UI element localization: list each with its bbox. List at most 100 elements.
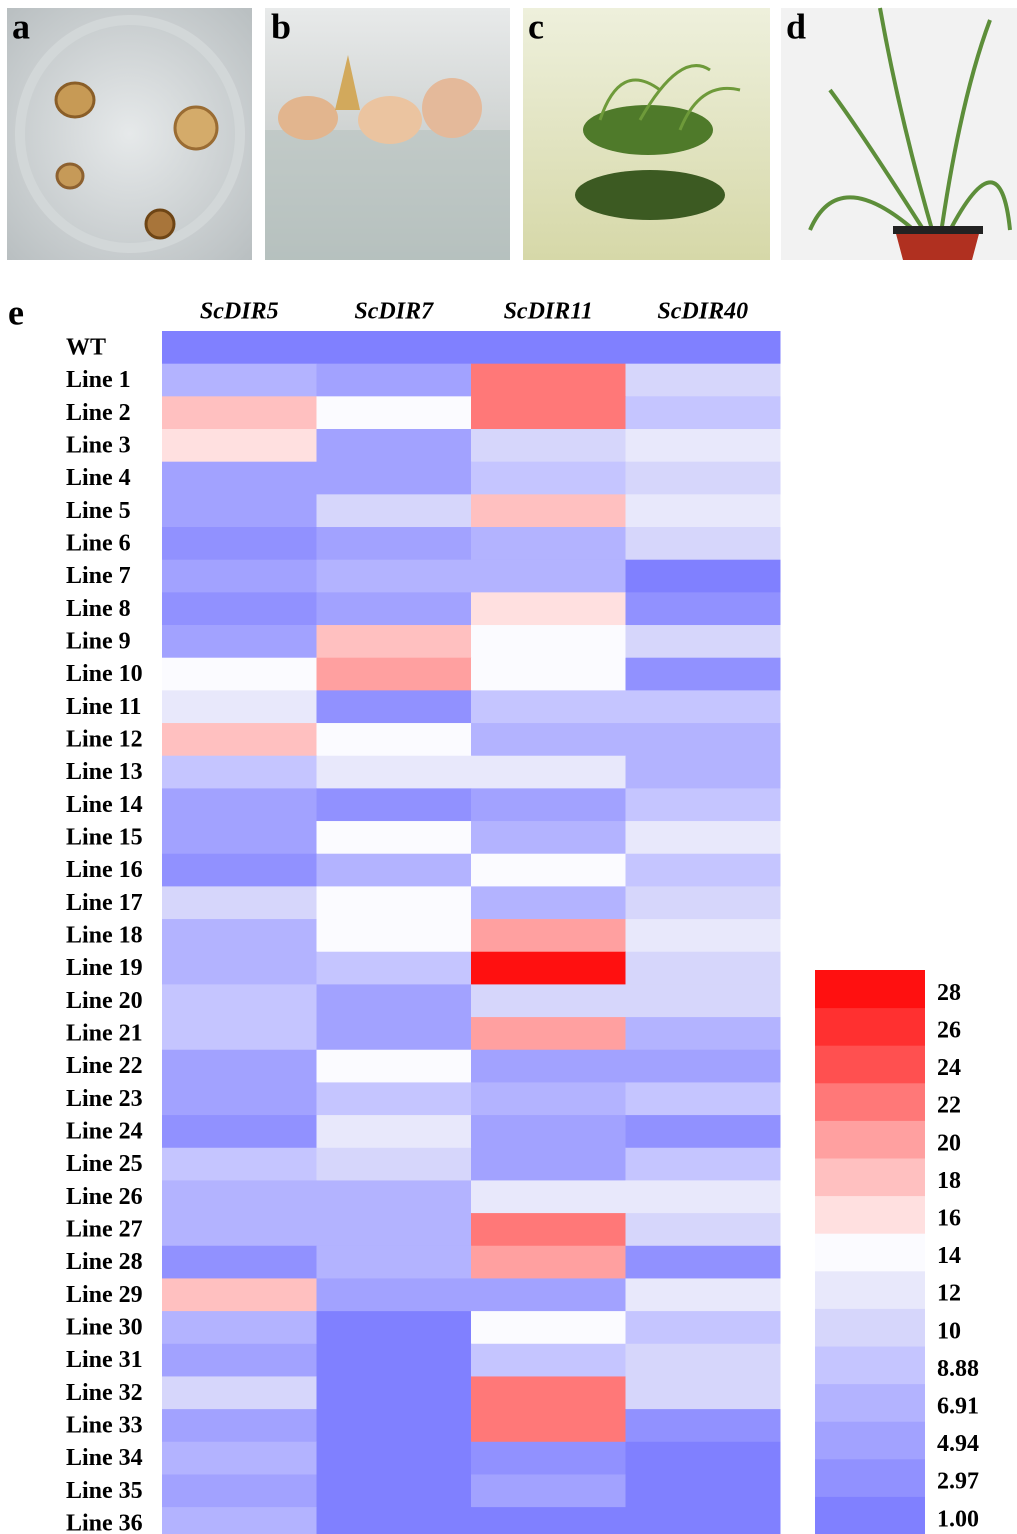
heat-cell — [471, 559, 626, 593]
heat-cell — [625, 657, 781, 691]
heat-cell — [316, 951, 472, 985]
colorbar-label: 28 — [937, 980, 961, 1006]
heat-cell — [316, 363, 472, 397]
row-label: Line 8 — [66, 596, 131, 622]
heat-cell — [316, 1278, 472, 1312]
heat-cell — [162, 331, 317, 365]
heat-cell — [162, 1278, 317, 1312]
row-label: Line 31 — [66, 1347, 143, 1373]
heat-cell — [316, 1245, 472, 1279]
heat-cell — [162, 625, 317, 659]
heat-cell — [625, 755, 781, 789]
colorbar-label: 10 — [937, 1318, 961, 1344]
heat-cell — [316, 625, 472, 659]
heat-cell — [316, 429, 472, 463]
heat-cell — [471, 1017, 626, 1051]
colorbar-label: 14 — [937, 1243, 961, 1269]
row-label: Line 21 — [66, 1021, 143, 1047]
heat-cell — [316, 1147, 472, 1181]
row-label: Line 5 — [66, 498, 131, 524]
column-label: ScDIR5 — [200, 299, 279, 325]
heat-cell — [625, 1147, 781, 1181]
heat-cell — [162, 1441, 317, 1475]
row-label: Line 1 — [66, 367, 131, 393]
heat-cell — [625, 527, 781, 561]
panel-label: b — [271, 6, 291, 46]
heat-cell — [625, 1213, 781, 1247]
colorbar-label: 16 — [937, 1206, 961, 1232]
heat-cell — [316, 821, 472, 855]
heat-cell — [162, 429, 317, 463]
heat-cell — [162, 363, 317, 397]
heat-cell — [162, 1376, 317, 1410]
row-label: Line 25 — [66, 1151, 143, 1177]
heat-cell — [471, 331, 626, 365]
heat-cell — [471, 592, 626, 626]
heat-cell — [316, 755, 472, 789]
row-label: Line 2 — [66, 400, 131, 426]
row-label: Line 13 — [66, 759, 143, 785]
heat-cell — [162, 951, 317, 985]
heat-cell — [625, 1082, 781, 1116]
heat-cell — [162, 984, 317, 1018]
heat-cell — [162, 396, 317, 430]
row-label: Line 29 — [66, 1282, 143, 1308]
colorbar-swatch — [815, 1045, 925, 1084]
heat-cell — [316, 1409, 472, 1443]
heat-cell — [162, 723, 317, 757]
heat-cell — [316, 1213, 472, 1247]
heat-cell — [471, 1507, 626, 1534]
row-label: Line 34 — [66, 1445, 143, 1471]
panel-label: d — [786, 6, 806, 46]
heat-cell — [316, 1343, 472, 1377]
heat-cell — [471, 755, 626, 789]
heat-cell — [471, 788, 626, 822]
heat-cell — [316, 1115, 472, 1149]
heat-cell — [471, 1376, 626, 1410]
row-label: Line 20 — [66, 988, 143, 1014]
heat-cell — [162, 919, 317, 953]
heat-cell — [471, 1474, 626, 1508]
heat-cell — [625, 1441, 781, 1475]
photo-callus-jar — [265, 8, 510, 260]
row-label: Line 4 — [66, 465, 131, 491]
colorbar-swatch — [815, 1383, 925, 1422]
heat-cell — [471, 1082, 626, 1116]
heat-cell — [471, 1180, 626, 1214]
heat-cell — [625, 429, 781, 463]
row-label: Line 7 — [66, 563, 131, 589]
heat-cell — [625, 331, 781, 365]
heat-cell — [162, 690, 317, 724]
row-label: Line 24 — [66, 1119, 143, 1145]
heat-cell — [162, 1409, 317, 1443]
photo-shoots-jar — [523, 8, 770, 260]
heat-cell — [316, 657, 472, 691]
heat-cell — [625, 1017, 781, 1051]
row-label: Line 9 — [66, 628, 131, 654]
heat-cell — [316, 1082, 472, 1116]
row-label: Line 35 — [66, 1478, 143, 1504]
heat-cell — [162, 853, 317, 887]
heat-cell — [625, 1474, 781, 1508]
heat-cell — [316, 1180, 472, 1214]
column-label: ScDIR40 — [657, 299, 748, 325]
colorbar-swatch — [815, 1496, 925, 1534]
heat-cell — [625, 886, 781, 920]
heat-cell — [162, 592, 317, 626]
row-label: Line 12 — [66, 727, 143, 753]
heat-cell — [471, 1409, 626, 1443]
heat-cell — [625, 690, 781, 724]
heat-cell — [471, 363, 626, 397]
heat-cell — [162, 1115, 317, 1149]
colorbar-swatch — [815, 1346, 925, 1385]
heat-cell — [625, 919, 781, 953]
colorbar-swatch — [815, 1458, 925, 1497]
colorbar-label: 18 — [937, 1168, 961, 1194]
heat-cell — [471, 527, 626, 561]
heat-cell — [625, 853, 781, 887]
colorbar-label: 1.00 — [937, 1506, 979, 1532]
heat-cell — [471, 1147, 626, 1181]
heat-cell — [471, 853, 626, 887]
heat-cell — [625, 1245, 781, 1279]
heat-cell — [316, 853, 472, 887]
